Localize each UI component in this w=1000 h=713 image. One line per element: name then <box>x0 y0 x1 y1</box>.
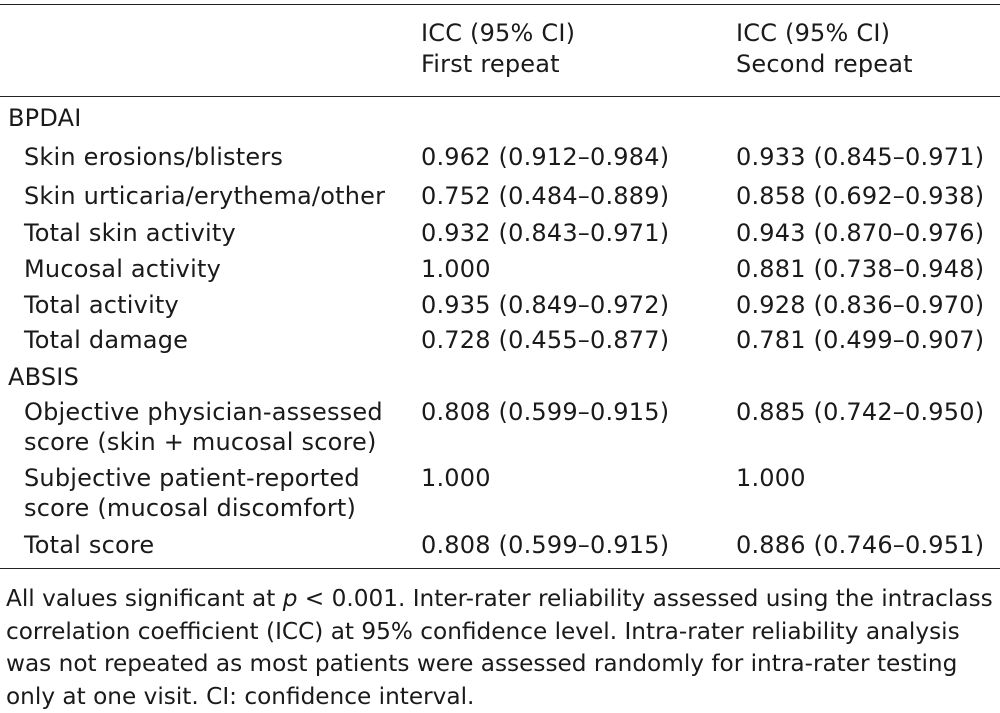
top-rule <box>0 4 1000 5</box>
row-label: Total score <box>24 531 155 559</box>
row-label: Total damage <box>24 326 189 354</box>
first-repeat-value: 0.808 (0.599–0.915) <box>421 531 670 559</box>
first-repeat-value: 0.752 (0.484–0.889) <box>421 182 670 210</box>
second-repeat-value: 0.928 (0.836–0.970) <box>736 291 985 319</box>
row-label: ABSIS <box>8 363 80 391</box>
second-repeat-value: 0.885 (0.742–0.950) <box>736 398 985 426</box>
first-repeat-value: 0.935 (0.849–0.972) <box>421 291 670 319</box>
row-label: Subjective patient-reported score (mucos… <box>24 464 360 522</box>
first-repeat-value: 1.000 <box>421 255 491 283</box>
footnote-text: < 0.001. Inter-rater reliability assesse… <box>6 585 993 710</box>
first-repeat-value: 0.962 (0.912–0.984) <box>421 143 670 171</box>
header-first-repeat-line1: ICC (95% CI) <box>421 19 576 47</box>
row-label: Total activity <box>24 291 179 319</box>
header-second-repeat-line2: Second repeat <box>736 50 913 78</box>
row-label: BPDAI <box>8 104 82 132</box>
row-label: Mucosal activity <box>24 255 221 283</box>
header-second-repeat-line1: ICC (95% CI) <box>736 19 891 47</box>
first-repeat-value: 0.932 (0.843–0.971) <box>421 219 670 247</box>
first-repeat-value: 1.000 <box>421 464 491 492</box>
header-first-repeat-line2: First repeat <box>421 50 560 78</box>
first-repeat-value: 0.728 (0.455–0.877) <box>421 326 670 354</box>
bottom-rule <box>0 568 1000 569</box>
second-repeat-value: 0.881 (0.738–0.948) <box>736 255 985 283</box>
second-repeat-value: 1.000 <box>736 464 806 492</box>
row-label: Total skin activity <box>24 219 236 247</box>
second-repeat-value: 0.933 (0.845–0.971) <box>736 143 985 171</box>
second-repeat-value: 0.781 (0.499–0.907) <box>736 326 985 354</box>
footnote-p-symbol: p <box>282 585 298 612</box>
row-label: Objective physician-assessed score (skin… <box>24 398 383 456</box>
second-repeat-value: 0.886 (0.746–0.951) <box>736 531 985 559</box>
second-repeat-value: 0.943 (0.870–0.976) <box>736 219 985 247</box>
first-repeat-value: 0.808 (0.599–0.915) <box>421 398 670 426</box>
footnote-prefix: All values significant at <box>6 585 283 612</box>
header-second-repeat: ICC (95% CI) Second repeat <box>736 18 913 80</box>
header-first-repeat: ICC (95% CI) First repeat <box>421 18 575 80</box>
row-label: Skin erosions/blisters <box>24 143 284 171</box>
table-footnote: All values significant at p < 0.001. Int… <box>6 583 1000 713</box>
second-repeat-value: 0.858 (0.692–0.938) <box>736 182 985 210</box>
header-rule <box>0 96 1000 97</box>
row-label: Skin urticaria/erythema/other <box>24 182 386 210</box>
